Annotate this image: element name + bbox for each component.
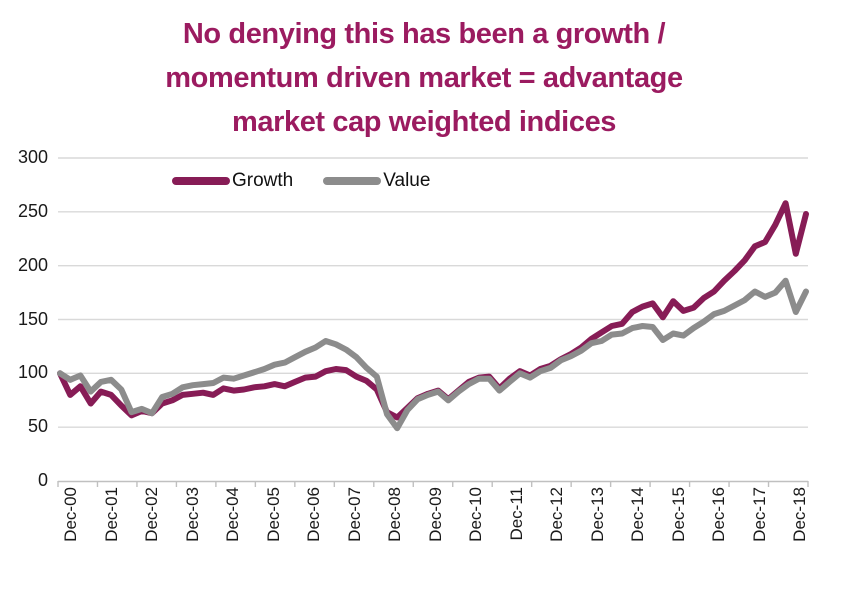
x-tick-label-Dec-00: Dec-00 [61,487,80,542]
x-tick-label-Dec-15: Dec-15 [668,487,688,542]
growth-line-swatch [172,177,230,185]
legend-item-value: Value [323,170,430,192]
x-tick-label-Dec-08: Dec-08 [385,487,404,542]
legend-label-value: Value [383,170,431,191]
x-tick-label-Dec-12: Dec-12 [547,487,566,542]
y-tick-label-150: 150 [17,308,48,329]
x-tick-label-Dec-10: Dec-10 [466,487,485,542]
x-tick-label-Dec-14: Dec-14 [628,487,647,542]
x-tick-label-Dec-04: Dec-04 [223,487,242,542]
title-line-2: momentum driven market = advantage [165,62,683,94]
series-line-growth [57,200,809,421]
x-tick-label-Dec-11: Dec-11 [506,487,526,541]
x-tick-label-Dec-02: Dec-02 [142,487,161,542]
title-line-3: market cap weighted indices [231,106,617,138]
series-line-value [57,277,809,432]
x-tick-label-Dec-09: Dec-09 [425,487,445,542]
x-tick-label-Dec-16: Dec-16 [709,487,728,542]
x-tick-label-Dec-18: Dec-18 [790,487,809,542]
x-tick-label-Dec-13: Dec-13 [587,487,607,542]
y-tick-label-50: 50 [27,416,48,437]
chart-title: No denying this has been a growth / mome… [0,12,848,144]
x-tick-label-Dec-07: Dec-07 [344,487,364,542]
y-tick-label-200: 200 [17,254,48,275]
y-tick-label-250: 250 [17,200,48,221]
x-tick-label-Dec-05: Dec-05 [263,487,283,542]
x-tick-label-Dec-03: Dec-03 [182,487,202,542]
title-line-1: No denying this has been a growth / [182,18,666,50]
x-tick-label-Dec-17: Dec-17 [749,487,769,542]
x-tick-label-Dec-01: Dec-01 [101,487,121,542]
legend-label-growth: Growth [232,170,294,191]
chart-legend: Growth Value [172,170,430,192]
legend-item-growth: Growth [172,170,293,192]
y-tick-label-300: 300 [17,147,48,167]
y-tick-label-100: 100 [17,362,48,383]
value-line-swatch [323,177,382,185]
x-tick-label-Dec-06: Dec-06 [304,487,323,542]
y-tick-label-0: 0 [37,470,48,490]
